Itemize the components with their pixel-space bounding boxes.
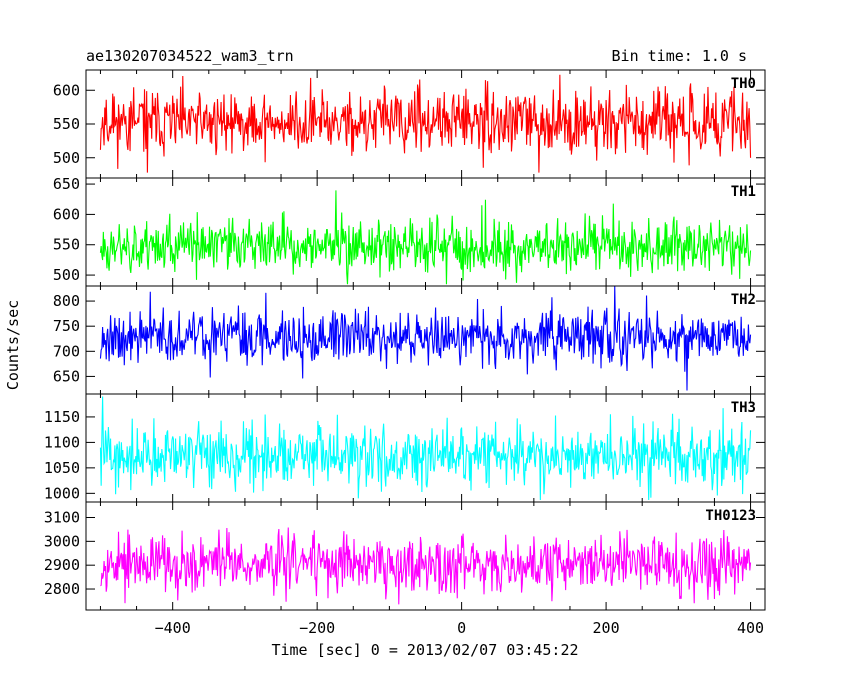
y-tick-label: 2900 bbox=[44, 556, 80, 574]
y-tick-label: 650 bbox=[53, 367, 80, 385]
panel-th0: 500 550 600 TH0 bbox=[53, 69, 766, 179]
y-tick-label: 550 bbox=[53, 236, 80, 254]
x-axis-label: Time [sec] 0 = 2013/02/07 03:45:22 bbox=[271, 641, 578, 659]
y-tick-label: 3100 bbox=[44, 508, 80, 526]
series-line-th0123 bbox=[100, 527, 752, 605]
panel-label-th2: TH2 bbox=[731, 292, 756, 308]
panels-group: 500 550 600 TH0 500 550 600 650 TH1 650 700 750 800 T… bbox=[44, 69, 766, 611]
y-tick-label: 800 bbox=[53, 292, 80, 310]
y-tick-label: 750 bbox=[53, 317, 80, 335]
y-tick-label: 550 bbox=[53, 115, 80, 133]
panel-th3: 1000 1050 1100 1150 TH3 bbox=[44, 393, 766, 503]
x-tick-label: 0 bbox=[457, 619, 466, 637]
y-tick-label: 2800 bbox=[44, 580, 80, 598]
x-tick-label: 400 bbox=[737, 619, 764, 637]
y-tick-label: 500 bbox=[53, 266, 80, 284]
series-line-th0 bbox=[99, 74, 752, 173]
y-tick-label: 700 bbox=[53, 342, 80, 360]
y-tick-label: 1150 bbox=[44, 408, 80, 426]
panel-th2: 650 700 750 800 TH2 bbox=[53, 285, 766, 395]
panel-label-th1: TH1 bbox=[731, 184, 756, 200]
chart-title: ae130207034522_wam3_trn bbox=[86, 47, 294, 65]
y-tick-label: 600 bbox=[53, 205, 80, 223]
y-axis-label: Counts/sec bbox=[4, 300, 22, 390]
series-line-th1 bbox=[99, 190, 752, 285]
x-tick-label: −200 bbox=[299, 619, 335, 637]
bin-time-label: Bin time: 1.0 s bbox=[612, 47, 747, 65]
panel-label-th0: TH0 bbox=[731, 76, 756, 92]
panel-th0123: 2800 2900 3000 3100 TH0123 bbox=[44, 501, 766, 611]
y-tick-label: 1000 bbox=[44, 484, 80, 502]
y-tick-label: 1050 bbox=[44, 459, 80, 477]
y-tick-label: 3000 bbox=[44, 532, 80, 550]
panel-th1: 500 550 600 650 TH1 bbox=[53, 175, 766, 287]
series-line-th2 bbox=[99, 286, 752, 391]
y-tick-label: 650 bbox=[53, 175, 80, 193]
panel-label-th0123: TH0123 bbox=[705, 508, 756, 524]
series-line-th3 bbox=[99, 396, 752, 500]
x-tick-label: 200 bbox=[593, 619, 620, 637]
y-tick-label: 1100 bbox=[44, 433, 80, 451]
x-axis: −400 −200 0 200 400 bbox=[155, 619, 764, 637]
x-tick-label: −400 bbox=[155, 619, 191, 637]
y-tick-label: 500 bbox=[53, 149, 80, 167]
panel-label-th3: TH3 bbox=[731, 400, 756, 416]
y-tick-label: 600 bbox=[53, 81, 80, 99]
